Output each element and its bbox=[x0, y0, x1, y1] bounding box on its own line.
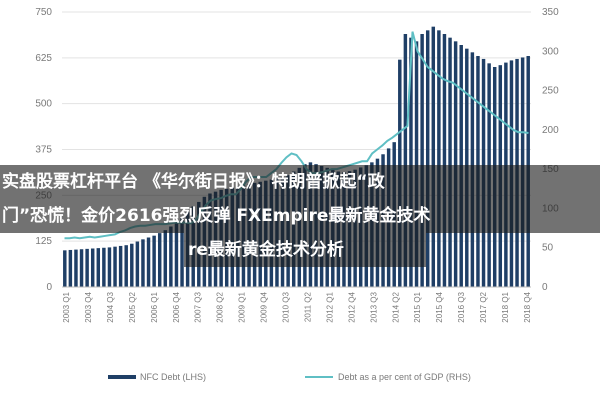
bar bbox=[448, 37, 452, 287]
bar bbox=[453, 41, 458, 288]
bar bbox=[174, 221, 179, 287]
left-tick-label: 0 bbox=[46, 282, 52, 293]
bar bbox=[118, 245, 123, 287]
bar bbox=[68, 249, 73, 287]
bar bbox=[442, 34, 447, 287]
bar bbox=[90, 248, 95, 287]
bar bbox=[141, 239, 145, 287]
x-tick-label: 2003 Q4 bbox=[84, 291, 93, 322]
x-tick-label: 2016 Q3 bbox=[457, 291, 466, 322]
x-tick-label: 2004 Q3 bbox=[106, 291, 115, 322]
bar bbox=[414, 41, 419, 288]
x-tick-label: 2010 Q3 bbox=[282, 291, 291, 322]
x-tick-label: 2015 Q1 bbox=[413, 291, 422, 322]
bar bbox=[124, 245, 128, 287]
x-tick-label: 2008 Q2 bbox=[216, 291, 225, 322]
bar bbox=[96, 248, 101, 287]
right-tick-label: 250 bbox=[542, 86, 559, 97]
x-tick-label: 2007 Q3 bbox=[194, 291, 203, 322]
bar bbox=[420, 34, 424, 287]
x-tick-label: 2009 Q1 bbox=[238, 291, 247, 322]
right-tick-label: 300 bbox=[542, 46, 559, 57]
bar bbox=[102, 247, 106, 287]
left-tick-label: 125 bbox=[35, 236, 52, 247]
bar bbox=[107, 247, 112, 287]
x-tick-label: 2009 Q4 bbox=[260, 291, 269, 322]
overlay-text-2: 门”恐慌！金价2616强烈反弹 FXEmpire最新黄金技术 bbox=[2, 206, 431, 226]
x-tick-label: 2012 Q1 bbox=[325, 291, 334, 322]
x-tick-label: 2012 Q4 bbox=[347, 291, 356, 322]
bar bbox=[425, 30, 430, 287]
right-tick-label: 350 bbox=[542, 7, 559, 18]
bar bbox=[63, 250, 67, 287]
bar bbox=[152, 235, 156, 287]
bar bbox=[403, 34, 408, 287]
bar bbox=[163, 230, 168, 287]
right-tick-label: 200 bbox=[542, 125, 559, 136]
bar bbox=[437, 30, 441, 287]
x-tick-label: 2017 Q2 bbox=[479, 291, 488, 322]
x-tick-label: 2013 Q3 bbox=[369, 291, 378, 322]
overlay-caption-line-1: 实盘股票杠杆平台 《华尔街日报》：特朗普掀起“政 bbox=[0, 165, 600, 199]
x-tick-label: 2014 Q2 bbox=[391, 291, 400, 322]
bar bbox=[85, 248, 89, 287]
bar bbox=[169, 226, 173, 287]
bar bbox=[74, 249, 78, 287]
bar bbox=[409, 37, 413, 287]
overlay-text-1: 实盘股票杠杆平台 《华尔街日报》：特朗普掀起“政 bbox=[2, 172, 385, 192]
x-tick-label: 2006 Q1 bbox=[150, 291, 159, 322]
bar bbox=[113, 246, 117, 287]
x-tick-label: 2005 Q2 bbox=[128, 291, 137, 322]
bar bbox=[431, 26, 436, 288]
left-tick-label: 750 bbox=[35, 7, 52, 18]
legend-swatch-bar bbox=[108, 375, 136, 379]
left-tick-label: 500 bbox=[35, 99, 52, 110]
x-axis-ticks: 2003 Q1 2003 Q4 2004 Q3 2005 Q2 2006 Q1 2006 … bbox=[62, 291, 532, 322]
overlay-caption-line-3: re最新黄金技术分析 bbox=[184, 233, 426, 267]
bar bbox=[130, 243, 134, 287]
x-tick-label: 2003 Q1 bbox=[62, 291, 71, 322]
bar bbox=[180, 217, 184, 287]
bar bbox=[79, 249, 84, 287]
legend: NFC Debt (LHS) Debt as a per cent of GDP… bbox=[108, 372, 471, 382]
overlay-caption-line-2: 门”恐慌！金价2616强烈反弹 FXEmpire最新黄金技术 bbox=[0, 199, 600, 233]
x-tick-label: 2018 Q4 bbox=[523, 291, 532, 322]
left-tick-label: 625 bbox=[35, 53, 52, 64]
bar bbox=[135, 241, 140, 287]
right-tick-label: 0 bbox=[542, 282, 548, 293]
legend-label-line: Debt as a per cent of GDP (RHS) bbox=[338, 372, 471, 382]
x-tick-label: 2006 Q4 bbox=[172, 291, 181, 322]
legend-label-bar: NFC Debt (LHS) bbox=[140, 372, 206, 382]
x-tick-label: 2015 Q4 bbox=[435, 291, 444, 322]
x-tick-label: 2018 Q1 bbox=[501, 291, 510, 322]
bar bbox=[157, 233, 162, 287]
right-tick-label: 50 bbox=[542, 243, 554, 254]
x-tick-label: 2011 Q2 bbox=[303, 291, 312, 322]
bar bbox=[146, 237, 151, 287]
left-tick-label: 375 bbox=[35, 145, 52, 156]
